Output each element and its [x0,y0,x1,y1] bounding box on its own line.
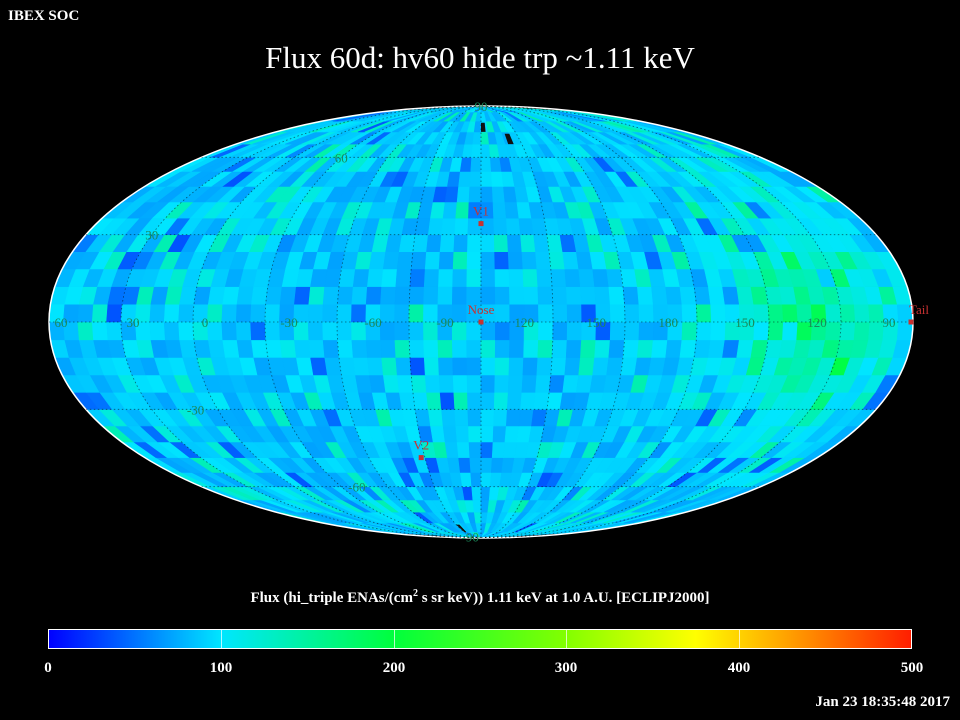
grid-label: 120 [514,315,534,330]
v2-marker [418,455,424,461]
grid-label: 150 [735,315,755,330]
v1-marker [478,221,484,227]
org-label: IBEX SOC [8,8,80,24]
grid-label: 120 [807,315,827,330]
nose-marker [478,319,484,325]
colorbar-divider [566,630,568,648]
colorbar-tick: 500 [900,660,924,676]
tail-label: Tail [909,302,929,317]
colorbar-title: Flux (hi_triple ENAs/(cm2 s sr keV)) 1.1… [0,588,960,607]
grid-label: 150 [586,315,606,330]
grid-label: 30 [127,315,140,330]
grid-label: 0 [202,315,209,330]
colorbar-tick: 300 [554,660,578,676]
grid-label: -30 [280,315,297,330]
colorbar-divider [393,630,395,648]
colorbar-tick: 100 [209,660,233,676]
timestamp: Jan 23 18:35:48 2017 [815,694,950,710]
colorbar-title-rest: s sr keV)) 1.11 keV at 1.0 A.U. [ECLIPJ2… [417,590,710,606]
colorbar-tick: 200 [382,660,406,676]
colorbar [48,629,912,649]
colorbar-tick: 400 [727,660,751,676]
v2-label: V2 [413,438,429,453]
v1-label: V1 [473,204,489,219]
colorbar-divider [221,630,223,648]
grid-label: 90 [475,99,488,114]
grid-label: -30 [187,402,204,417]
colorbar-title-sup: 2 [412,588,418,599]
page-title: Flux 60d: hv60 hide trp ~1.11 keV [265,40,695,75]
grid-label: 60 [335,150,348,165]
colorbar-title-main: Flux (hi_triple ENAs/(cm [250,590,413,606]
grid-label: 90 [883,315,896,330]
grid-label: -60 [348,480,365,495]
nose-label: Nose [468,302,495,317]
grid-label: 30 [145,228,158,243]
grid-label: -90 [462,530,479,545]
grid-label: -60 [364,315,381,330]
tail-marker [908,319,914,325]
grid-label: -90 [436,315,453,330]
colorbar-tick: 0 [44,660,52,676]
grid-label: 180 [658,315,678,330]
colorbar-divider [738,630,740,648]
grid-label: 60 [55,315,68,330]
